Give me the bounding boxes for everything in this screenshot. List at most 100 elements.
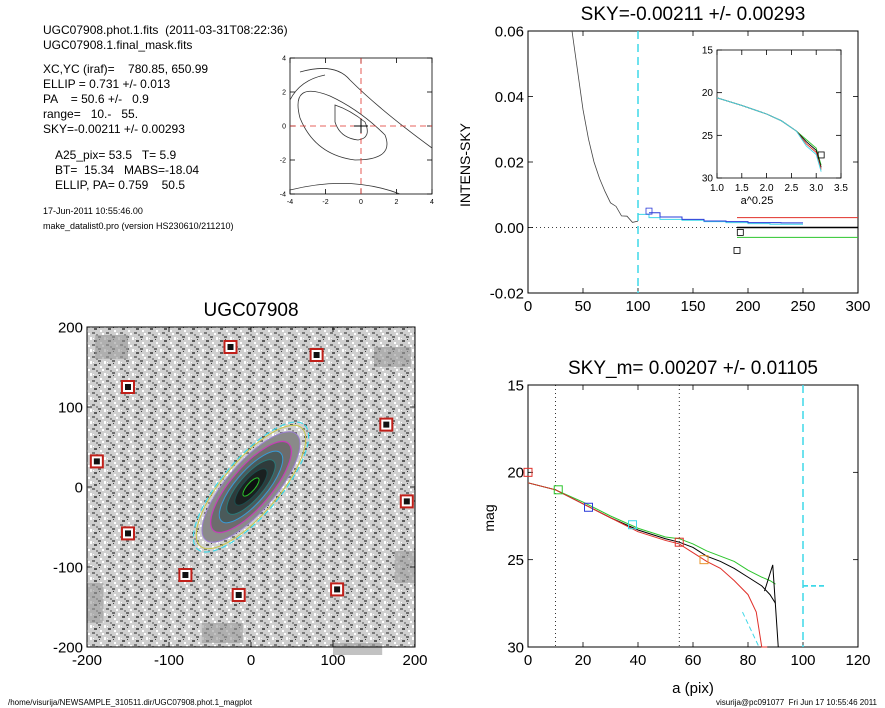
mag-marker-square — [674, 537, 684, 547]
contour-xtick-label: 0 — [359, 199, 363, 206]
mag-cyan-tail — [742, 611, 760, 648]
info-range: range= 10.- 55. — [43, 107, 139, 121]
sky-inset-frame — [716, 49, 842, 179]
contour-ytick-label: -4 — [280, 191, 286, 198]
inset-xtick-label: 1.0 — [710, 183, 724, 194]
mag-ytick-label: 15 — [507, 377, 524, 394]
contour-xtick-label: -2 — [322, 199, 328, 206]
masked-star-core — [235, 592, 242, 598]
sky-ytick-label: 0.00 — [495, 220, 524, 237]
file-line: UGC07908.phot.1.fits (2011-03-31T08:22:3… — [43, 23, 288, 37]
mag-xtick-label: 40 — [630, 652, 647, 669]
sky-ytick-label: -0.02 — [490, 285, 524, 302]
inset-ytick-label: 20 — [702, 88, 714, 99]
masked-star-box — [121, 526, 135, 541]
image-sky-patch — [87, 583, 104, 623]
mag-xlabel: a (pix) — [672, 680, 714, 697]
sky-ytick-label: 0.04 — [495, 89, 524, 106]
mag-profile-green — [527, 482, 776, 585]
image-ytick-label: -200 — [53, 639, 83, 656]
sky-inset-xlabel: a^0.25 — [741, 195, 774, 207]
mag-ytick-label: 20 — [507, 465, 524, 482]
footer-path: /home/visurija/NEWSAMPLE_310511.dir/UGC0… — [8, 698, 252, 707]
masked-star-box — [379, 417, 394, 432]
mag-ytick-label: 25 — [507, 552, 524, 569]
masked-star-box — [223, 340, 238, 354]
sky-marker-square — [645, 207, 653, 215]
image-ytick-label: 100 — [58, 399, 83, 416]
mag-frame — [527, 384, 859, 648]
image-title: UGC07908 — [203, 300, 298, 321]
sky-frame — [527, 30, 859, 294]
masked-star-core — [182, 572, 189, 578]
mag-xtick-label: 20 — [575, 652, 592, 669]
footer-user: visurija@pc091077 Fri Jun 17 10:55:46 20… — [716, 698, 877, 707]
mag-marker-square — [628, 520, 637, 530]
masked-star-core — [403, 498, 410, 505]
mag-xtick-label: 60 — [685, 652, 702, 669]
image-xtick-label: -200 — [72, 652, 102, 669]
masked-star-box — [89, 454, 104, 469]
masked-star-box — [399, 494, 414, 509]
inset-profile-cyan — [716, 97, 822, 172]
galaxy-isophote — [218, 450, 284, 524]
image-xtick-label: 100 — [320, 652, 345, 669]
image-xtick-label: 0 — [247, 652, 255, 669]
inset-xtick-label: 3.5 — [834, 183, 848, 194]
sky-marker-square — [736, 229, 744, 236]
contour-xtick-label: 4 — [430, 199, 434, 206]
masked-star-core — [125, 384, 131, 390]
mask-line: UGC07908.1.final_mask.fits — [43, 38, 193, 52]
mag-marker-square — [584, 502, 593, 512]
image-sky-patch — [95, 335, 128, 359]
contour-xtick-label: 2 — [395, 199, 399, 206]
contour-ytick-label: 2 — [282, 89, 286, 96]
masked-star-box — [309, 348, 324, 362]
galaxy-isophote — [226, 459, 276, 515]
inset-profile-green — [716, 97, 822, 166]
inset-ytick-label: 25 — [702, 131, 714, 142]
sky-step-blue — [649, 212, 803, 224]
image-sky-patch — [374, 347, 411, 367]
phot-bt: BT= 15.34 MABS=-18.04 — [55, 163, 200, 177]
mag-marker-square — [523, 467, 533, 477]
mag-marker-square — [699, 555, 709, 565]
inset-ytick-label: 15 — [702, 46, 714, 57]
masked-star-box — [231, 588, 246, 602]
mag-ylabel: mag — [481, 504, 497, 531]
inset-profile-black — [716, 97, 822, 168]
phot-a25: A25_pix= 53.5 T= 5.9 — [55, 148, 177, 162]
masked-star-core — [313, 352, 320, 358]
sky-ylabel: INTENS-SKY — [457, 122, 473, 207]
contour-ytick-label: 4 — [282, 55, 286, 62]
sky-xtick-label: 300 — [845, 298, 870, 315]
masked-star-core — [93, 458, 100, 465]
sky-marker-square — [733, 247, 741, 254]
masked-star-box — [330, 582, 345, 597]
image-frame — [86, 326, 416, 648]
image-sky-patch — [201, 623, 243, 643]
sky-xtick-label: 0 — [524, 298, 532, 315]
info-ellip: ELLIP = 0.731 +/- 0.013 — [43, 77, 171, 91]
image-sky-patch — [394, 551, 415, 583]
galaxy-isophote — [242, 477, 260, 497]
phot-ellip-pa: ELLIP, PA= 0.759 50.5 — [55, 178, 185, 192]
masked-star-core — [383, 421, 390, 428]
sky-ytick-label: 0.06 — [495, 23, 524, 40]
info-sky: SKY=-0.00211 +/- 0.00293 — [43, 122, 185, 136]
inset-marker-square — [817, 151, 825, 159]
sky-profile-line — [571, 30, 639, 223]
inset-ytick-label: 30 — [702, 174, 714, 185]
contour-level-outer — [289, 68, 433, 195]
info-xcyc: XC,YC (iraf)= 780.85, 650.99 — [43, 62, 209, 76]
inset-xtick-label: 2.0 — [760, 183, 774, 194]
masked-star-core — [334, 586, 341, 593]
mag-xtick-label: 80 — [740, 652, 757, 669]
mag-xtick-label: 100 — [790, 652, 815, 669]
masked-star-core — [125, 530, 131, 537]
inset-profile-red — [716, 97, 822, 170]
mag-ytick-label: 30 — [507, 639, 524, 656]
image-xtick-label: -100 — [154, 652, 184, 669]
info-pa: PA = 50.6 +/- 0.9 — [43, 92, 149, 106]
date-line: 17-Jun-2011 10:55:46.00 — [43, 206, 143, 216]
